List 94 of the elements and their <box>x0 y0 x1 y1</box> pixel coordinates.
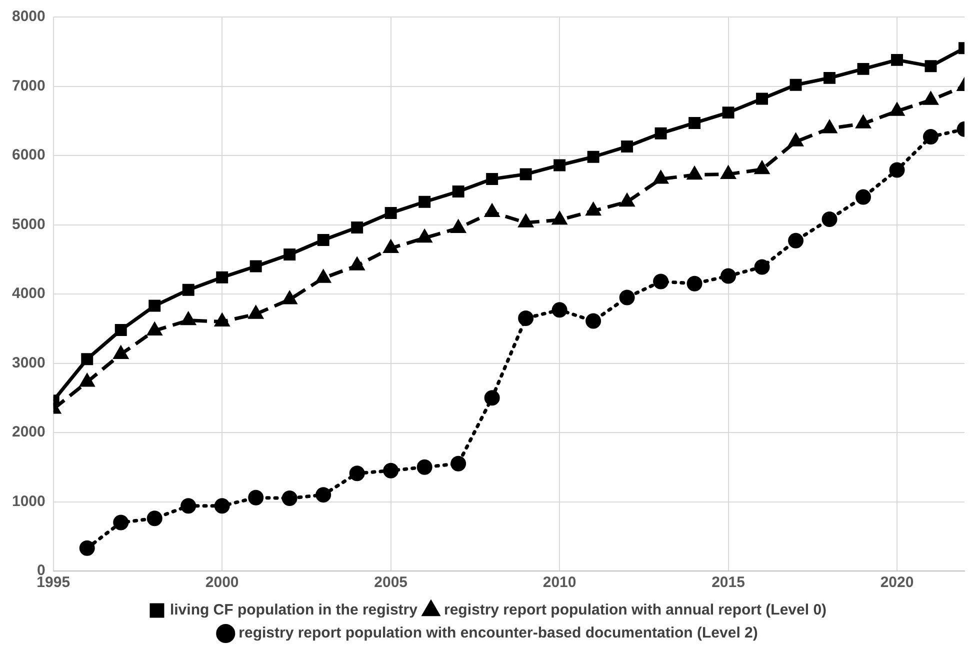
point <box>586 313 602 329</box>
point <box>754 259 770 275</box>
y-tick-label: 2000 <box>12 424 46 441</box>
y-tick-label: 1000 <box>12 492 46 510</box>
point <box>856 116 870 128</box>
point <box>317 234 330 246</box>
point <box>518 214 533 228</box>
point <box>216 271 228 284</box>
point <box>350 258 364 270</box>
point <box>450 456 466 472</box>
point <box>552 302 568 318</box>
point <box>891 54 903 66</box>
point <box>180 498 196 514</box>
point <box>148 322 162 336</box>
point <box>452 186 464 198</box>
point <box>146 510 162 526</box>
y-tick-label: 3000 <box>12 354 46 372</box>
y-tick-label: 6000 <box>12 146 46 164</box>
point <box>722 106 734 119</box>
point <box>282 292 297 304</box>
legend-label: registry report population with annual report (Level 0) <box>444 602 827 619</box>
x-tick-label: 2015 <box>712 574 745 592</box>
y-tick-label: 5000 <box>12 216 46 233</box>
point <box>788 232 804 248</box>
point <box>316 487 332 503</box>
point <box>923 129 939 145</box>
point <box>81 353 94 366</box>
point <box>889 162 905 178</box>
point <box>688 116 701 129</box>
point <box>720 268 736 284</box>
point <box>418 230 432 243</box>
point <box>383 462 399 478</box>
point <box>148 300 161 312</box>
y-tick-label: 7000 <box>12 77 46 94</box>
point <box>790 78 802 91</box>
point <box>924 92 938 105</box>
point <box>79 540 95 556</box>
point <box>384 240 398 254</box>
y-tick-label: 4000 <box>12 285 46 302</box>
x-tick-label: 2010 <box>542 574 576 592</box>
point <box>552 212 566 225</box>
point <box>654 127 667 140</box>
point <box>114 346 128 359</box>
y-tick-label: 8000 <box>12 8 46 26</box>
point <box>113 514 129 530</box>
point <box>653 274 669 290</box>
point <box>182 284 194 296</box>
point <box>857 62 870 75</box>
point <box>316 270 330 283</box>
point <box>619 290 635 306</box>
point <box>248 490 264 506</box>
point <box>485 204 500 218</box>
point <box>554 159 566 172</box>
point <box>822 211 838 227</box>
point <box>587 150 600 163</box>
point <box>284 248 296 261</box>
point <box>486 173 498 186</box>
point <box>484 390 500 406</box>
point <box>721 166 736 179</box>
legend-label: registry report population with encounter-based documentation (Level 2) <box>238 624 758 642</box>
x-tick-label: 2000 <box>205 574 239 592</box>
point <box>248 306 263 319</box>
point <box>822 120 836 134</box>
legend-label: living CF population in the registry <box>170 602 418 619</box>
point <box>282 490 298 506</box>
x-tick-label: 2020 <box>880 574 914 592</box>
point <box>215 314 230 326</box>
point <box>924 60 937 72</box>
point <box>686 276 702 292</box>
point <box>621 140 634 152</box>
point <box>586 203 600 216</box>
x-tick-label: 2005 <box>374 574 408 592</box>
point <box>654 171 668 184</box>
point <box>349 466 365 482</box>
point <box>451 220 466 233</box>
point <box>520 168 532 180</box>
point <box>114 324 127 336</box>
point <box>856 189 872 205</box>
point <box>755 162 769 174</box>
point <box>351 222 364 234</box>
point <box>518 310 534 326</box>
point <box>416 459 432 475</box>
point <box>890 103 904 116</box>
point <box>620 194 634 207</box>
point <box>756 92 768 105</box>
point <box>214 498 230 514</box>
point <box>824 72 836 84</box>
point <box>418 196 431 208</box>
point <box>80 374 94 387</box>
point <box>788 134 803 146</box>
point <box>384 206 397 219</box>
point <box>181 312 196 326</box>
point <box>688 167 702 180</box>
point <box>250 260 262 272</box>
